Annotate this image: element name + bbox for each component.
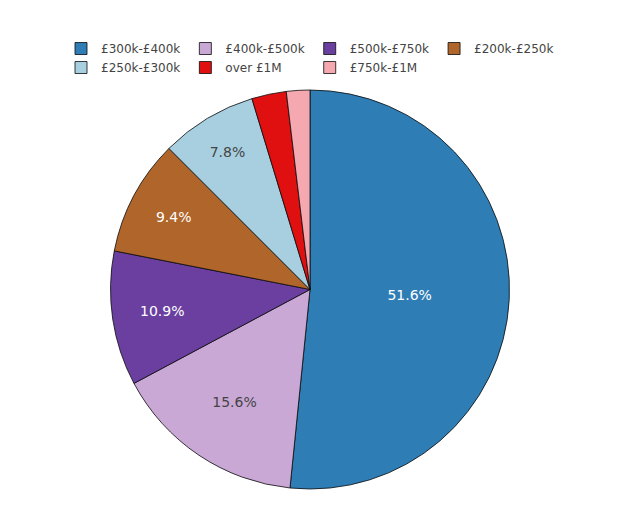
svg-text:10.9%: 10.9%: [140, 303, 184, 319]
svg-text:9.4%: 9.4%: [156, 209, 192, 225]
svg-text:£400k-£500k: £400k-£500k: [225, 42, 304, 56]
svg-text:15.6%: 15.6%: [212, 394, 256, 410]
svg-text:£750k-£1M: £750k-£1M: [350, 61, 417, 75]
svg-text:£250k-£300k: £250k-£300k: [101, 61, 180, 75]
svg-text:£200k-£250k: £200k-£250k: [474, 42, 553, 56]
svg-text:51.6%: 51.6%: [387, 287, 431, 303]
svg-text:£500k-£750k: £500k-£750k: [350, 42, 429, 56]
svg-text:£300k-£400k: £300k-£400k: [101, 42, 180, 56]
svg-text:over £1M: over £1M: [225, 61, 281, 75]
svg-text:7.8%: 7.8%: [210, 144, 246, 160]
